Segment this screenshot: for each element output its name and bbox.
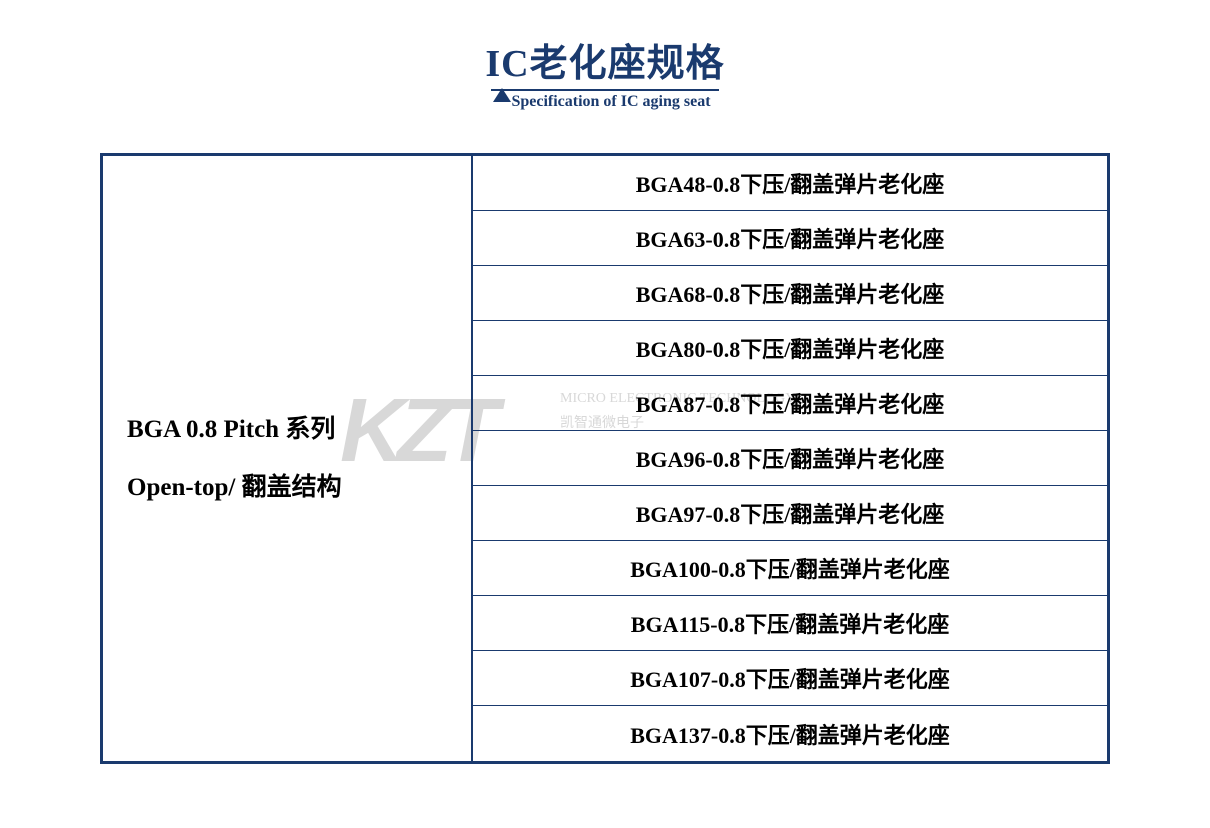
structure-type: Open-top/ 翻盖结构 xyxy=(127,459,471,517)
table-row: BGA107-0.8下压/翻盖弹片老化座 xyxy=(473,651,1107,706)
page-header: IC老化座规格 Specification of IC aging seat xyxy=(455,0,755,131)
table-row: BGA100-0.8下压/翻盖弹片老化座 xyxy=(473,541,1107,596)
table-row: BGA87-0.8下压/翻盖弹片老化座 xyxy=(473,376,1107,431)
table-row: BGA96-0.8下压/翻盖弹片老化座 xyxy=(473,431,1107,486)
triangle-icon xyxy=(493,88,511,102)
table-right-column: BGA48-0.8下压/翻盖弹片老化座 BGA63-0.8下压/翻盖弹片老化座 … xyxy=(473,156,1107,761)
table-row: BGA115-0.8下压/翻盖弹片老化座 xyxy=(473,596,1107,651)
title-chinese: IC老化座规格 xyxy=(455,32,755,87)
table-row: BGA137-0.8下压/翻盖弹片老化座 xyxy=(473,706,1107,761)
table-row: BGA48-0.8下压/翻盖弹片老化座 xyxy=(473,156,1107,211)
table-left-column: BGA 0.8 Pitch 系列 Open-top/ 翻盖结构 xyxy=(103,156,473,761)
series-name: BGA 0.8 Pitch 系列 xyxy=(127,401,471,459)
table-row: BGA63-0.8下压/翻盖弹片老化座 xyxy=(473,211,1107,266)
spec-table: BGA 0.8 Pitch 系列 Open-top/ 翻盖结构 BGA48-0.… xyxy=(100,153,1110,764)
subtitle-text: Specification of IC aging seat xyxy=(511,93,710,110)
table-row: BGA97-0.8下压/翻盖弹片老化座 xyxy=(473,486,1107,541)
title-english: Specification of IC aging seat xyxy=(491,89,718,111)
table-row: BGA68-0.8下压/翻盖弹片老化座 xyxy=(473,266,1107,321)
table-row: BGA80-0.8下压/翻盖弹片老化座 xyxy=(473,321,1107,376)
